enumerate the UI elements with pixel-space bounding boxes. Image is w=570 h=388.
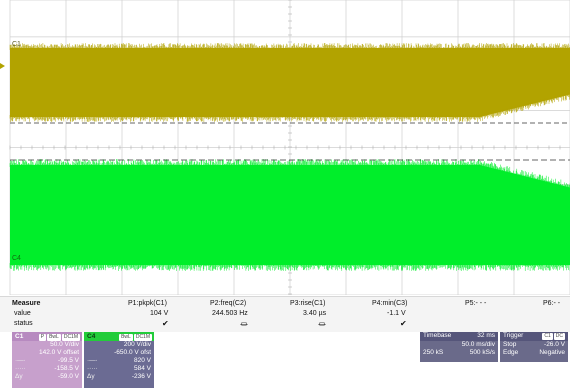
measure-p5-name[interactable]: P5:- - -	[465, 300, 487, 307]
c4-vdiv: 200 V/div	[123, 341, 151, 348]
measure-p4-status: ✔	[400, 319, 407, 328]
measure-p4-name[interactable]: P4:min(C3)	[372, 300, 408, 307]
c1-descriptor-label: C1	[15, 333, 24, 340]
trigger-coupling-tag: DC	[553, 333, 565, 340]
timebase-offset: 32 ms	[477, 332, 495, 339]
c1-tag-p: P	[38, 334, 47, 341]
c1-delta-label: Δy	[15, 373, 23, 380]
trigger-level: -26.0 V	[544, 341, 565, 348]
waveform-display[interactable]: C1 C4	[0, 0, 570, 295]
timebase-box[interactable]: Timebase 32 ms 50.0 ms/div 250 kS 500 kS…	[420, 332, 498, 362]
c1-offset-marker-left	[0, 63, 5, 69]
measure-p3-name[interactable]: P3:rise(C1)	[290, 300, 326, 307]
c1-offset: 142.0 V offset	[39, 349, 79, 356]
measure-p3-status: ⏛	[318, 320, 326, 329]
c1-tag-coupling: DC1M	[61, 334, 80, 341]
c4-descriptor-box[interactable]: C4 BwL DC1M 200 V/div -650.0 V ofst ·—· 82…	[84, 332, 154, 388]
measure-p1-value: 104 V	[150, 310, 169, 317]
measure-p1-name[interactable]: P1:pkpk(C1)	[128, 300, 167, 307]
trigger-slope: Negative	[539, 349, 565, 356]
trigger-title: Trigger	[503, 332, 524, 339]
c1-readout-2: -158.5 V	[54, 365, 79, 372]
measure-p3-value: 3.40 µs	[303, 310, 327, 317]
c1-offset-marker-right	[565, 63, 570, 69]
measure-row-status-label: status	[14, 320, 33, 327]
measure-p2-status: ⏛	[240, 320, 248, 329]
c1-vdiv: 50.0 V/div	[50, 341, 79, 348]
c4-descriptor-label: C4	[87, 333, 96, 340]
c1-readout-1: -99.5 V	[58, 357, 79, 364]
c1-trace-label: C1	[12, 41, 21, 48]
c4-readout-1: 820 V	[134, 357, 151, 364]
c4-trace	[9, 159, 570, 271]
c4-readout-2: 584 V	[134, 365, 151, 372]
waveform-grid	[0, 0, 570, 295]
c1-readout-3: -59.0 V	[58, 373, 79, 380]
c4-delta-label: Δy	[87, 373, 95, 380]
c4-offset: -650.0 V ofst	[114, 349, 151, 356]
trigger-mode: Stop	[503, 341, 517, 348]
trigger-source-tag: C1	[542, 333, 553, 340]
trigger-type: Edge	[503, 349, 519, 356]
c4-trace-label: C4	[12, 255, 21, 262]
measure-p4-value: -1.1 V	[387, 310, 406, 317]
measure-row-value-label: value	[14, 310, 31, 317]
c4-readout-3: -236 V	[131, 373, 151, 380]
c1-trace	[9, 43, 570, 122]
measure-p2-name[interactable]: P2:freq(C2)	[210, 300, 247, 307]
measure-title: Measure	[12, 300, 41, 307]
measure-p6-name[interactable]: P6:- -	[543, 300, 561, 307]
timebase-rate: 500 kS/s	[469, 349, 495, 356]
channel-descriptor-bar: C1 P BwL DC1M 50.0 V/div 142.0 V offset ·—…	[0, 332, 570, 388]
timebase-tdiv: 50.0 ms/div	[461, 341, 495, 348]
measure-table[interactable]: Measure value status P1:pkpk(C1) 104 V ✔…	[0, 296, 570, 332]
c4-tag-bwl: BwL	[119, 334, 133, 341]
c1-descriptor-box[interactable]: C1 P BwL DC1M 50.0 V/div 142.0 V offset ·—…	[12, 332, 82, 388]
measure-p2-value: 244.503 Hz	[212, 310, 248, 317]
measure-p1-status: ✔	[162, 319, 169, 328]
trigger-box[interactable]: Trigger C1 DC Stop -26.0 V Edge Negative	[500, 332, 568, 362]
timebase-samples: 250 kS	[423, 349, 444, 356]
timebase-title: Timebase	[423, 332, 452, 339]
c1-tag-bwl: BwL	[47, 334, 61, 341]
c4-tag-coupling: DC1M	[133, 334, 152, 341]
